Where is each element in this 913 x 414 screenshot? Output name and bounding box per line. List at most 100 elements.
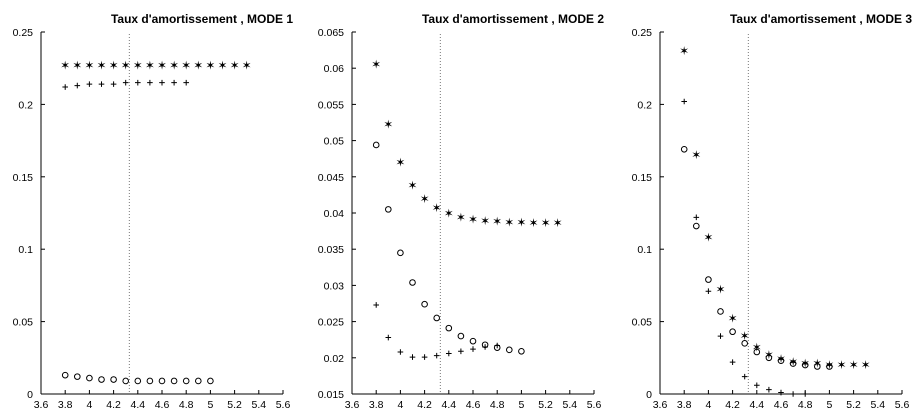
data-point-circle — [680, 145, 688, 153]
data-point-circle — [753, 348, 761, 356]
data-point-plus — [421, 354, 428, 360]
data-point-plus — [717, 333, 724, 339]
y-tick-label: 0 — [646, 389, 652, 401]
x-tick-label: 5.4 — [870, 399, 885, 411]
data-point-circle — [789, 360, 797, 367]
data-point-plus — [62, 84, 68, 90]
x-tick-label: 3.6 — [34, 399, 49, 411]
data-point-plus — [171, 79, 177, 86]
data-point-plus — [470, 346, 476, 352]
y-tick-label: 0 — [27, 389, 33, 401]
data-point-plus — [86, 81, 93, 87]
y-tick-label: 0.03 — [324, 280, 345, 292]
data-point-star: ✶ — [217, 58, 227, 72]
y-tick-label: 0.06 — [324, 63, 345, 75]
data-point-plus — [74, 82, 81, 89]
data-point-star: ✶ — [824, 358, 834, 372]
x-tick-label: 5.6 — [895, 399, 910, 411]
data-point-plus — [397, 349, 404, 355]
data-point-circle — [134, 377, 142, 385]
chart-title: Taux d'amortissement , MODE 3 — [730, 12, 912, 26]
data-point-circle — [74, 373, 81, 380]
data-point-star: ✶ — [715, 283, 725, 297]
x-tick-label: 4.4 — [441, 399, 456, 411]
data-point-star: ✶ — [84, 58, 94, 72]
data-point-circle — [801, 361, 809, 369]
data-point-star: ✶ — [800, 357, 810, 371]
data-point-circle — [777, 357, 785, 364]
data-point-star: ✶ — [553, 216, 563, 230]
data-point-plus — [494, 342, 500, 349]
data-point-circle — [170, 377, 178, 385]
data-point-star: ✶ — [96, 58, 106, 72]
data-point-circle — [397, 249, 404, 257]
y-tick-label: 0.05 — [324, 136, 345, 148]
data-point-plus — [790, 391, 796, 397]
data-point-star: ✶ — [420, 192, 430, 206]
y-tick-label: 0.05 — [632, 317, 653, 329]
data-point-star: ✶ — [109, 58, 119, 72]
data-point-circle — [705, 276, 712, 283]
data-point-circle — [717, 308, 724, 315]
data-point-star: ✶ — [205, 58, 215, 72]
data-point-plus — [741, 373, 748, 380]
data-point-plus — [705, 288, 712, 294]
data-point-circle — [182, 377, 190, 385]
x-tick-label: 4.4 — [749, 399, 764, 411]
data-point-circle — [207, 377, 214, 385]
y-tick-label: 0.055 — [318, 99, 344, 111]
data-point-plus — [458, 348, 464, 355]
y-tick-label: 0.2 — [18, 99, 33, 111]
x-tick-label: 3.6 — [653, 399, 668, 411]
data-point-star: ✶ — [432, 201, 442, 215]
data-point-star: ✶ — [407, 178, 417, 192]
data-point-circle — [506, 346, 513, 354]
data-point-circle — [146, 377, 154, 385]
data-point-plus — [98, 81, 105, 87]
data-point-star: ✶ — [133, 58, 143, 72]
y-tick-label: 0.04 — [324, 208, 345, 220]
data-point-plus — [409, 354, 416, 360]
data-point-star: ✶ — [788, 355, 798, 369]
data-point-star: ✶ — [395, 155, 405, 169]
data-point-plus — [482, 344, 488, 350]
data-point-plus — [110, 81, 117, 87]
x-tick-label: 5.4 — [251, 399, 266, 411]
x-tick-label: 5.6 — [587, 399, 602, 411]
y-tick-label: 0.25 — [13, 27, 34, 39]
data-point-circle — [814, 363, 821, 370]
data-point-star: ✶ — [444, 207, 454, 221]
data-point-circle — [765, 354, 773, 362]
data-point-plus — [385, 334, 392, 341]
data-point-star: ✶ — [861, 358, 871, 372]
y-tick-label: 0.025 — [318, 317, 344, 329]
y-tick-label: 0.1 — [637, 244, 652, 256]
y-tick-label: 0.02 — [324, 353, 345, 365]
x-tick-label: 4.8 — [179, 399, 194, 411]
data-point-star: ✶ — [492, 215, 502, 229]
data-point-star: ✶ — [468, 213, 478, 227]
data-point-star: ✶ — [740, 329, 750, 343]
data-point-star: ✶ — [728, 312, 738, 326]
x-tick-label: 4 — [705, 399, 711, 411]
data-point-circle — [421, 300, 428, 308]
y-tick-label: 0.015 — [318, 389, 344, 401]
data-point-circle — [826, 363, 833, 370]
x-tick-label: 4.8 — [490, 399, 505, 411]
data-point-circle — [98, 376, 105, 383]
data-point-star: ✶ — [691, 148, 701, 162]
x-tick-label: 4.6 — [155, 399, 170, 411]
data-point-star: ✶ — [145, 58, 155, 72]
data-point-star: ✶ — [181, 58, 191, 72]
data-point-star: ✶ — [679, 44, 689, 58]
data-point-circle — [729, 328, 736, 336]
data-point-star: ✶ — [230, 58, 240, 72]
x-tick-label: 5.4 — [562, 399, 577, 411]
y-tick-label: 0.065 — [318, 27, 344, 39]
y-tick-label: 0.045 — [318, 172, 344, 184]
data-point-star: ✶ — [703, 231, 713, 245]
data-point-star: ✶ — [383, 118, 393, 132]
data-point-plus — [373, 302, 379, 308]
x-tick-label: 4.8 — [798, 399, 813, 411]
data-point-plus — [183, 79, 189, 86]
